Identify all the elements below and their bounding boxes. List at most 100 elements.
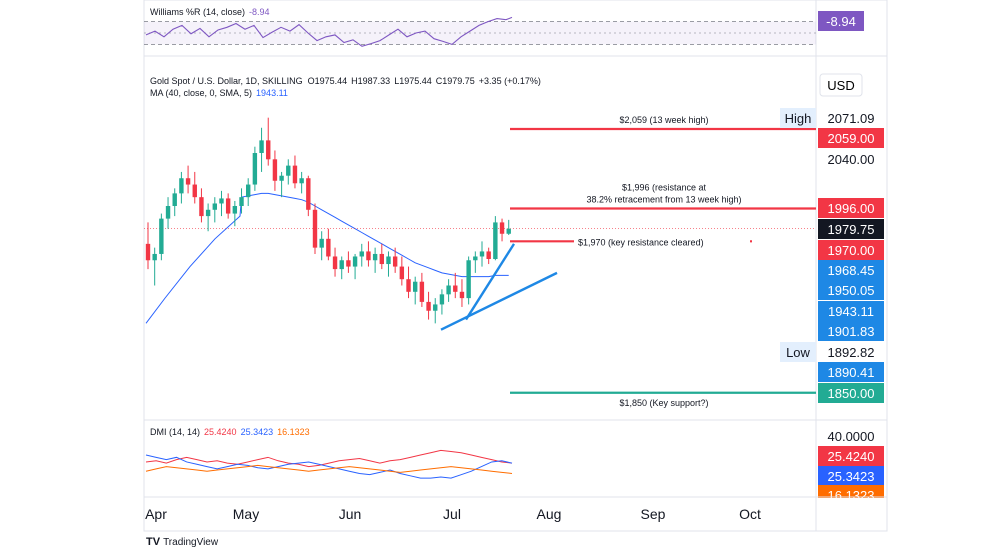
- candle-body-51: [486, 251, 491, 259]
- candles: [145, 117, 511, 324]
- candle-body-10: [212, 203, 217, 210]
- trendline-0[interactable]: [440, 271, 558, 331]
- dmi-badge-1: [818, 446, 884, 466]
- candle-body-15: [246, 184, 251, 198]
- axis-value-2: 2040.00: [828, 152, 875, 167]
- axis-value-6: 1968.45: [828, 263, 875, 278]
- dmi-badge-2: [818, 466, 884, 486]
- ohlc-high-label: H: [351, 76, 358, 86]
- candle-body-33: [366, 251, 371, 261]
- axis-badge-9: [818, 321, 884, 341]
- candle-body-5: [179, 178, 184, 194]
- candle-body-44: [439, 294, 445, 305]
- candle-body-35: [379, 253, 384, 265]
- candle-body-48: [466, 260, 471, 299]
- axis-tag-0: [780, 108, 816, 128]
- candle-body-25: [312, 209, 318, 248]
- axis-badge-7: [818, 280, 884, 300]
- ohlc-high: 1987.33: [358, 76, 391, 86]
- dmi-title: DMI (14, 14) 25.4240 25.3423 16.1323: [150, 427, 310, 437]
- candle-body-43: [433, 304, 438, 311]
- candle-body-45: [446, 285, 451, 295]
- axis-tag-10: [780, 342, 816, 362]
- candle-body-14: [239, 197, 244, 206]
- candle-body-8: [199, 197, 204, 217]
- month-label-jun: Jun: [339, 506, 362, 522]
- candle-body-0: [145, 243, 151, 261]
- williams-r-axis-badge: [818, 11, 864, 31]
- candle-body-13: [232, 206, 238, 214]
- horizontal-levels: $2,059 (13 week high) $1,996 (resistance …: [510, 115, 816, 408]
- month-label-jul: Jul: [443, 506, 461, 522]
- level-label-bg-2: [574, 234, 750, 249]
- currency-button-label[interactable]: USD: [827, 78, 854, 93]
- ohlc-open-label: O: [308, 76, 315, 86]
- candle-body-52: [493, 222, 498, 259]
- candle-body-23: [299, 178, 304, 184]
- axis-value-10: 1892.82: [828, 345, 875, 360]
- dmi-line-0: [145, 449, 513, 468]
- candle-body-31: [352, 256, 358, 267]
- trendlines[interactable]: [440, 243, 558, 331]
- axis-badge-8: [818, 301, 884, 321]
- price-axis: High 2071.09 2059.00 2040.00 1996.00 1979.75 1…: [780, 108, 884, 403]
- axis-badge-1: [818, 128, 884, 148]
- level-label-1-line2: 38.2% retracement from 13 week high): [586, 195, 741, 205]
- ohlc-change: +3.35 (+0.17%): [479, 76, 541, 86]
- dmi-line-2: [145, 464, 513, 475]
- candle-body-30: [346, 260, 351, 267]
- axis-value-1: 2059.00: [828, 131, 875, 146]
- month-label-aug: Aug: [537, 506, 562, 522]
- time-axis: Apr May Jun Jul Aug Sep Oct: [145, 506, 761, 522]
- candle-body-20: [279, 175, 284, 181]
- month-label-may: May: [233, 506, 259, 522]
- candle-body-42: [426, 301, 431, 311]
- dmi-legend-plus: 25.4240: [204, 427, 237, 437]
- williams-r-line: [145, 16, 513, 47]
- candle-body-27: [326, 238, 331, 257]
- axis-value-9: 1901.83: [828, 324, 875, 339]
- axis-badge-12: [818, 383, 884, 403]
- candle-body-36: [386, 256, 391, 265]
- candle-body-12: [225, 198, 231, 214]
- candle-body-18: [266, 140, 271, 160]
- axis-value-7: 1950.05: [828, 283, 875, 298]
- trendline-1[interactable]: [464, 243, 516, 321]
- dmi-axis-value-0: 40.0000: [828, 429, 875, 444]
- axis-value-12: 1850.00: [828, 386, 875, 401]
- chart-frame: [143, 0, 888, 532]
- williams-r-panel: Williams %R (14, close) -8.94 -8.94: [144, 7, 864, 47]
- price-panel: Gold Spot / U.S. Dollar, 1D, SKILLING O19…: [144, 73, 884, 408]
- tradingview-wordmark: TradingView: [163, 536, 219, 548]
- candle-body-17: [259, 140, 264, 153]
- axis-value-8: 1943.11: [828, 304, 874, 319]
- candle-body-22: [292, 165, 298, 184]
- dmi-legend-minus: 25.3423: [241, 427, 274, 437]
- axis-value-0: 2071.09: [828, 111, 875, 126]
- axis-badge-5: [818, 240, 884, 260]
- candle-body-2: [159, 218, 164, 254]
- level-label-1-line1: $1,996 (resistance at: [622, 183, 707, 193]
- candle-body-32: [359, 251, 364, 257]
- candle-body-50: [479, 251, 485, 257]
- level-label-0: $2,059 (13 week high): [619, 115, 708, 125]
- candle-body-49: [473, 256, 478, 261]
- candle-body-46: [453, 285, 458, 292]
- tradingview-logo[interactable]: TV TradingView: [146, 536, 218, 548]
- axis-badge-11: [818, 362, 884, 382]
- candle-body-6: [185, 178, 191, 185]
- williams-r-title: Williams %R (14, close) -8.94: [150, 7, 270, 17]
- currency-button[interactable]: [819, 73, 863, 97]
- williams-r-title-text: Williams %R (14, close): [150, 7, 245, 17]
- moving-average-line: [145, 192, 509, 324]
- dmi-axis-value-2: 25.3423: [828, 469, 875, 484]
- candle-body-9: [205, 209, 211, 217]
- axis-badge-0: [818, 108, 884, 128]
- axis-tag-text-0: High: [785, 111, 812, 126]
- ma-legend-text: MA (40, close, 0, SMA, 5): [150, 88, 252, 98]
- axis-badge-10: [818, 342, 884, 362]
- dmi-line-1: [145, 454, 513, 479]
- dmi-lines: [145, 449, 513, 479]
